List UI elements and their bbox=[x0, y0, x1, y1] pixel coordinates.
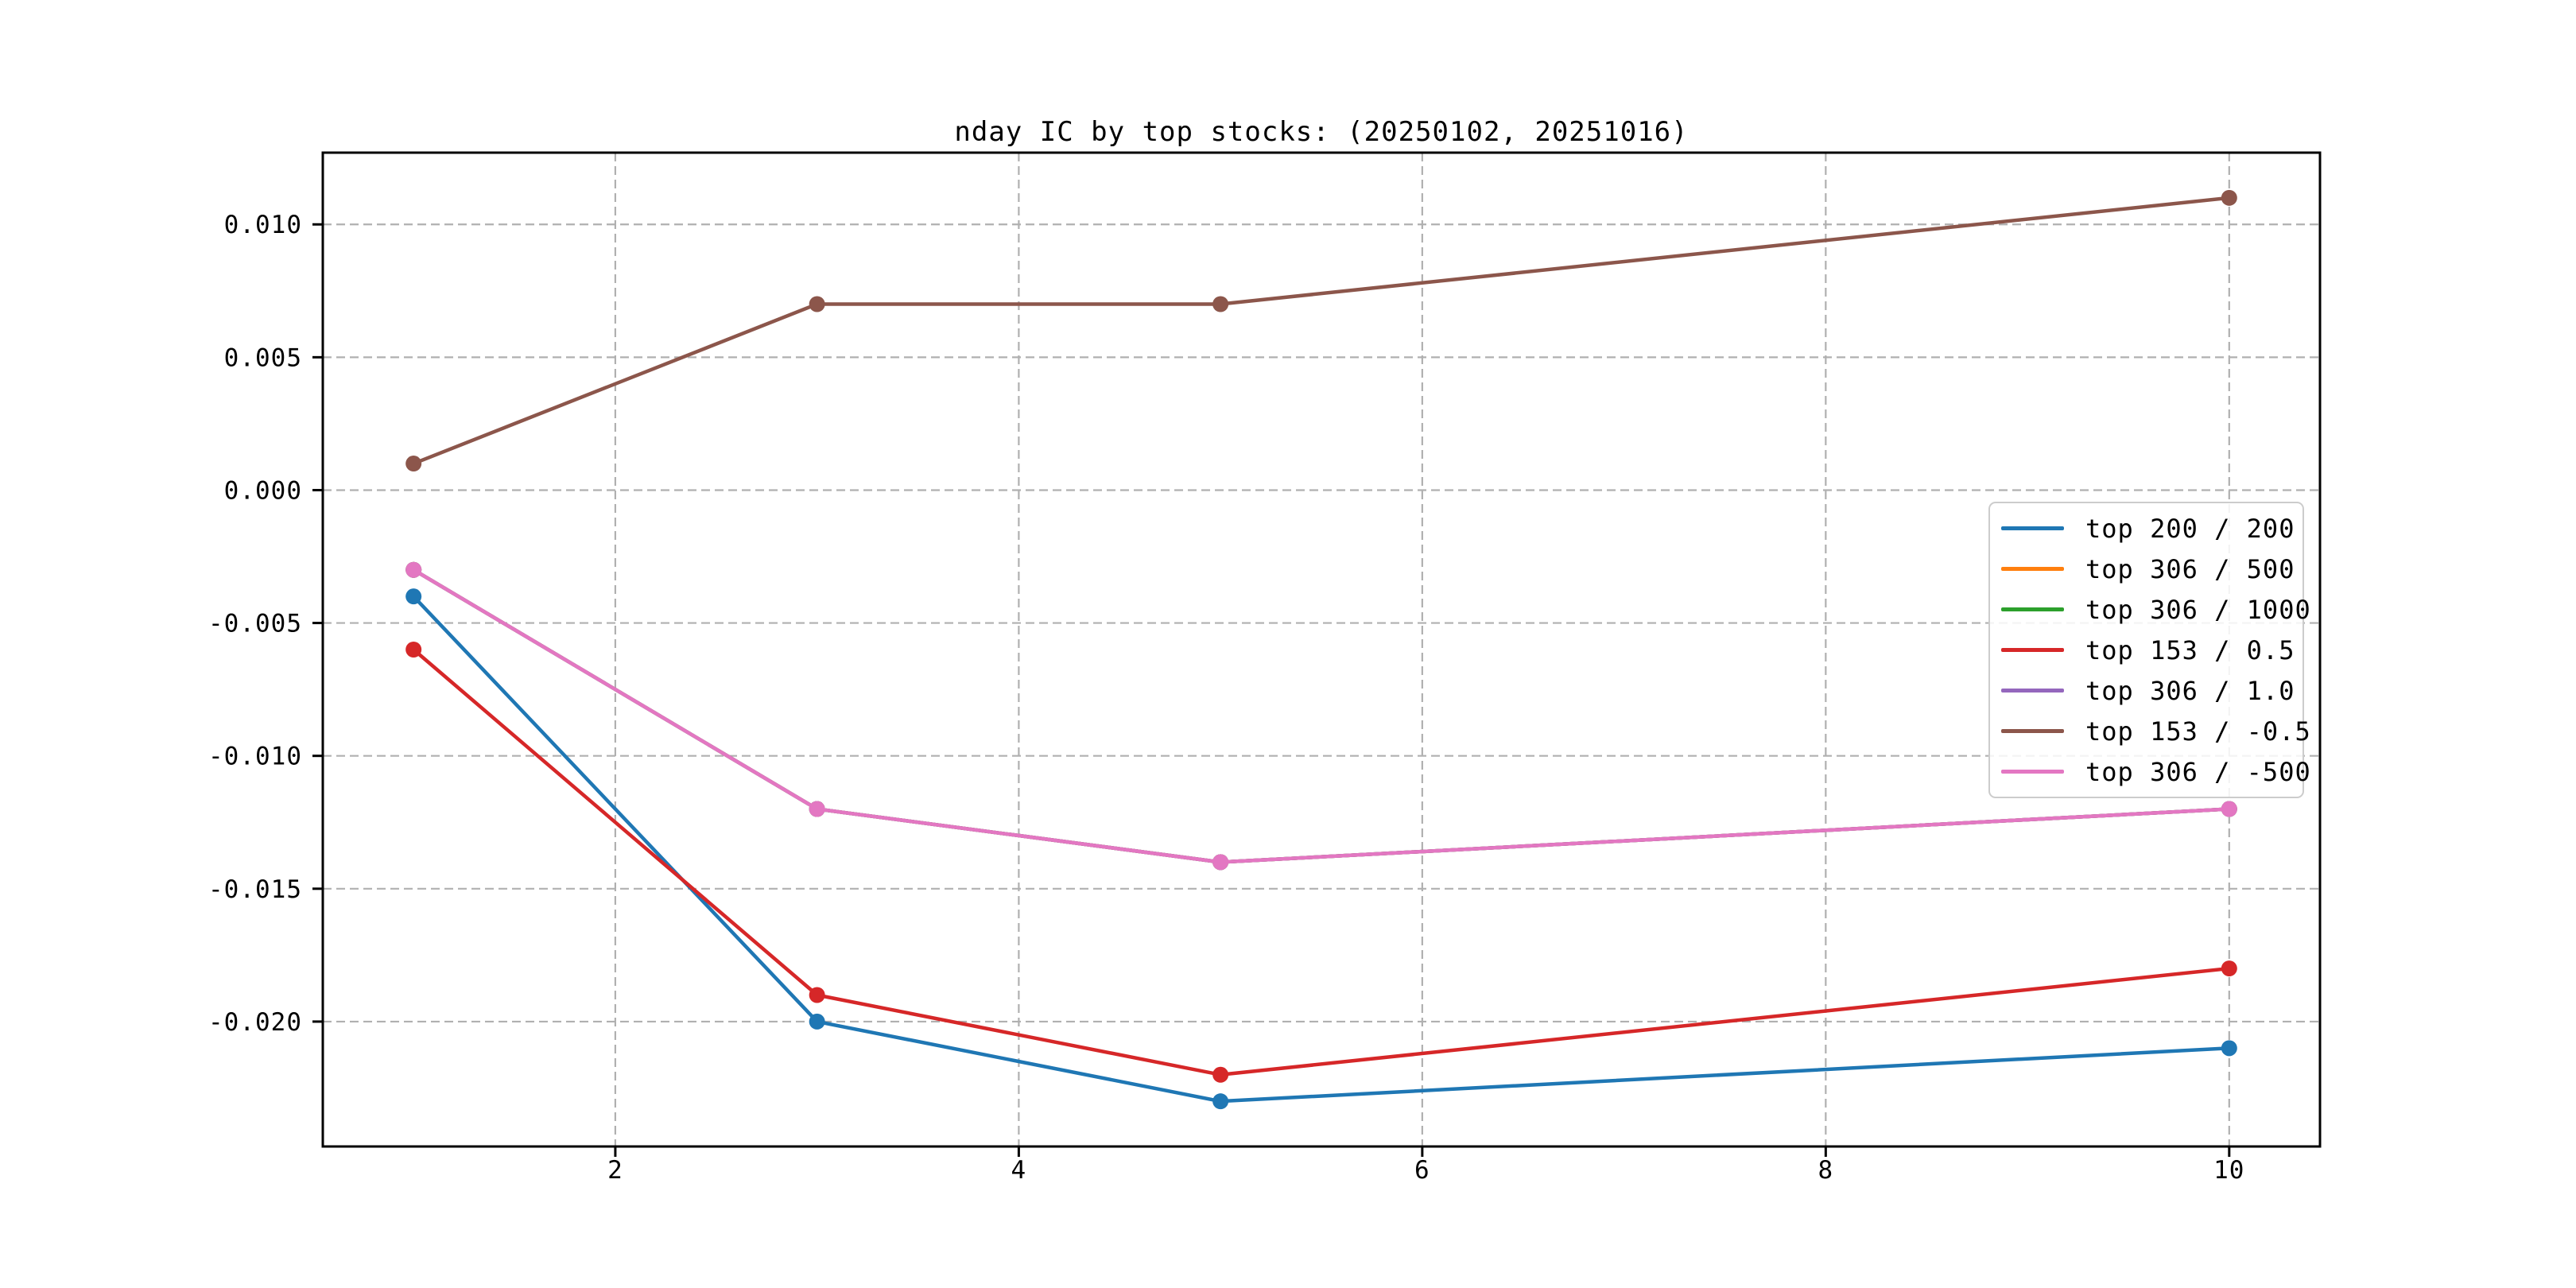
data-point-marker bbox=[809, 987, 825, 1003]
legend-item-label: top 306 / 1000 bbox=[2085, 594, 2311, 625]
data-point-marker bbox=[405, 588, 422, 605]
legend-line-swatch bbox=[2001, 770, 2064, 774]
legend-line-swatch bbox=[2001, 648, 2064, 652]
series-line bbox=[411, 568, 2232, 864]
legend-line-swatch bbox=[2001, 729, 2064, 733]
y-tick-label: 0.005 bbox=[224, 343, 302, 372]
legend-item: top 153 / 0.5 bbox=[2000, 630, 2295, 670]
x-tick-label: 8 bbox=[1818, 1156, 1834, 1185]
x-tick-label: 10 bbox=[2213, 1156, 2244, 1185]
data-point-marker bbox=[809, 1013, 825, 1030]
data-point-marker bbox=[809, 801, 825, 817]
data-point-marker bbox=[405, 456, 422, 472]
data-point-marker bbox=[1212, 1093, 1229, 1110]
y-tick-label: -0.010 bbox=[208, 743, 302, 771]
legend-item-label: top 306 / 500 bbox=[2085, 553, 2295, 584]
legend-item-label: top 153 / 0.5 bbox=[2085, 634, 2295, 665]
data-point-marker bbox=[809, 296, 825, 312]
y-tick-label: 0.000 bbox=[224, 476, 302, 505]
legend: top 200 / 200 top 306 / 500 top 306 / 1000… bbox=[1988, 502, 2310, 798]
data-point-marker bbox=[1212, 1066, 1229, 1083]
data-point-marker bbox=[1212, 854, 1229, 871]
data-point-marker bbox=[2221, 1040, 2237, 1057]
x-tick-label: 2 bbox=[607, 1156, 623, 1185]
series-line bbox=[411, 568, 2232, 864]
y-tick-label: -0.005 bbox=[208, 610, 302, 638]
series-line bbox=[411, 594, 2232, 1104]
data-point-marker bbox=[2221, 801, 2237, 817]
legend-line-swatch bbox=[2001, 607, 2064, 611]
legend-item: top 306 / 1.0 bbox=[2000, 670, 2295, 711]
data-point-marker bbox=[2221, 189, 2237, 206]
x-tick-label: 4 bbox=[1011, 1156, 1027, 1185]
series-line bbox=[411, 568, 2232, 864]
legend-item-label: top 200 / 200 bbox=[2085, 513, 2295, 544]
y-tick-label: 0.010 bbox=[224, 211, 302, 239]
chart-title: nday IC by top stocks: (20250102, 202510… bbox=[954, 116, 1689, 148]
data-point-marker bbox=[405, 642, 422, 658]
legend-item-label: top 306 / -500 bbox=[2085, 756, 2311, 787]
series-line bbox=[411, 647, 2232, 1077]
data-point-marker bbox=[405, 561, 422, 578]
axes-frame bbox=[321, 151, 2322, 1148]
data-point-marker bbox=[1212, 296, 1229, 312]
legend-item: top 153 / -0.5 bbox=[2000, 711, 2310, 751]
legend-line-swatch bbox=[2001, 526, 2064, 530]
y-tick-label: -0.015 bbox=[208, 875, 302, 904]
legend-item: top 306 / -500 bbox=[2000, 751, 2310, 792]
legend-item: top 306 / 500 bbox=[2000, 549, 2295, 589]
legend-item-label: top 153 / -0.5 bbox=[2085, 716, 2311, 747]
series-line bbox=[411, 196, 2232, 466]
legend-item: top 200 / 200 bbox=[2000, 508, 2295, 549]
legend-item-label: top 306 / 1.0 bbox=[2085, 675, 2295, 706]
series-line bbox=[411, 568, 2232, 864]
legend-line-swatch bbox=[2001, 689, 2064, 692]
legend-item: top 306 / 1000 bbox=[2000, 589, 2310, 630]
y-tick-label: -0.020 bbox=[208, 1008, 302, 1037]
data-point-marker bbox=[2221, 960, 2237, 977]
x-tick-label: 6 bbox=[1414, 1156, 1430, 1185]
legend-line-swatch bbox=[2001, 567, 2064, 571]
